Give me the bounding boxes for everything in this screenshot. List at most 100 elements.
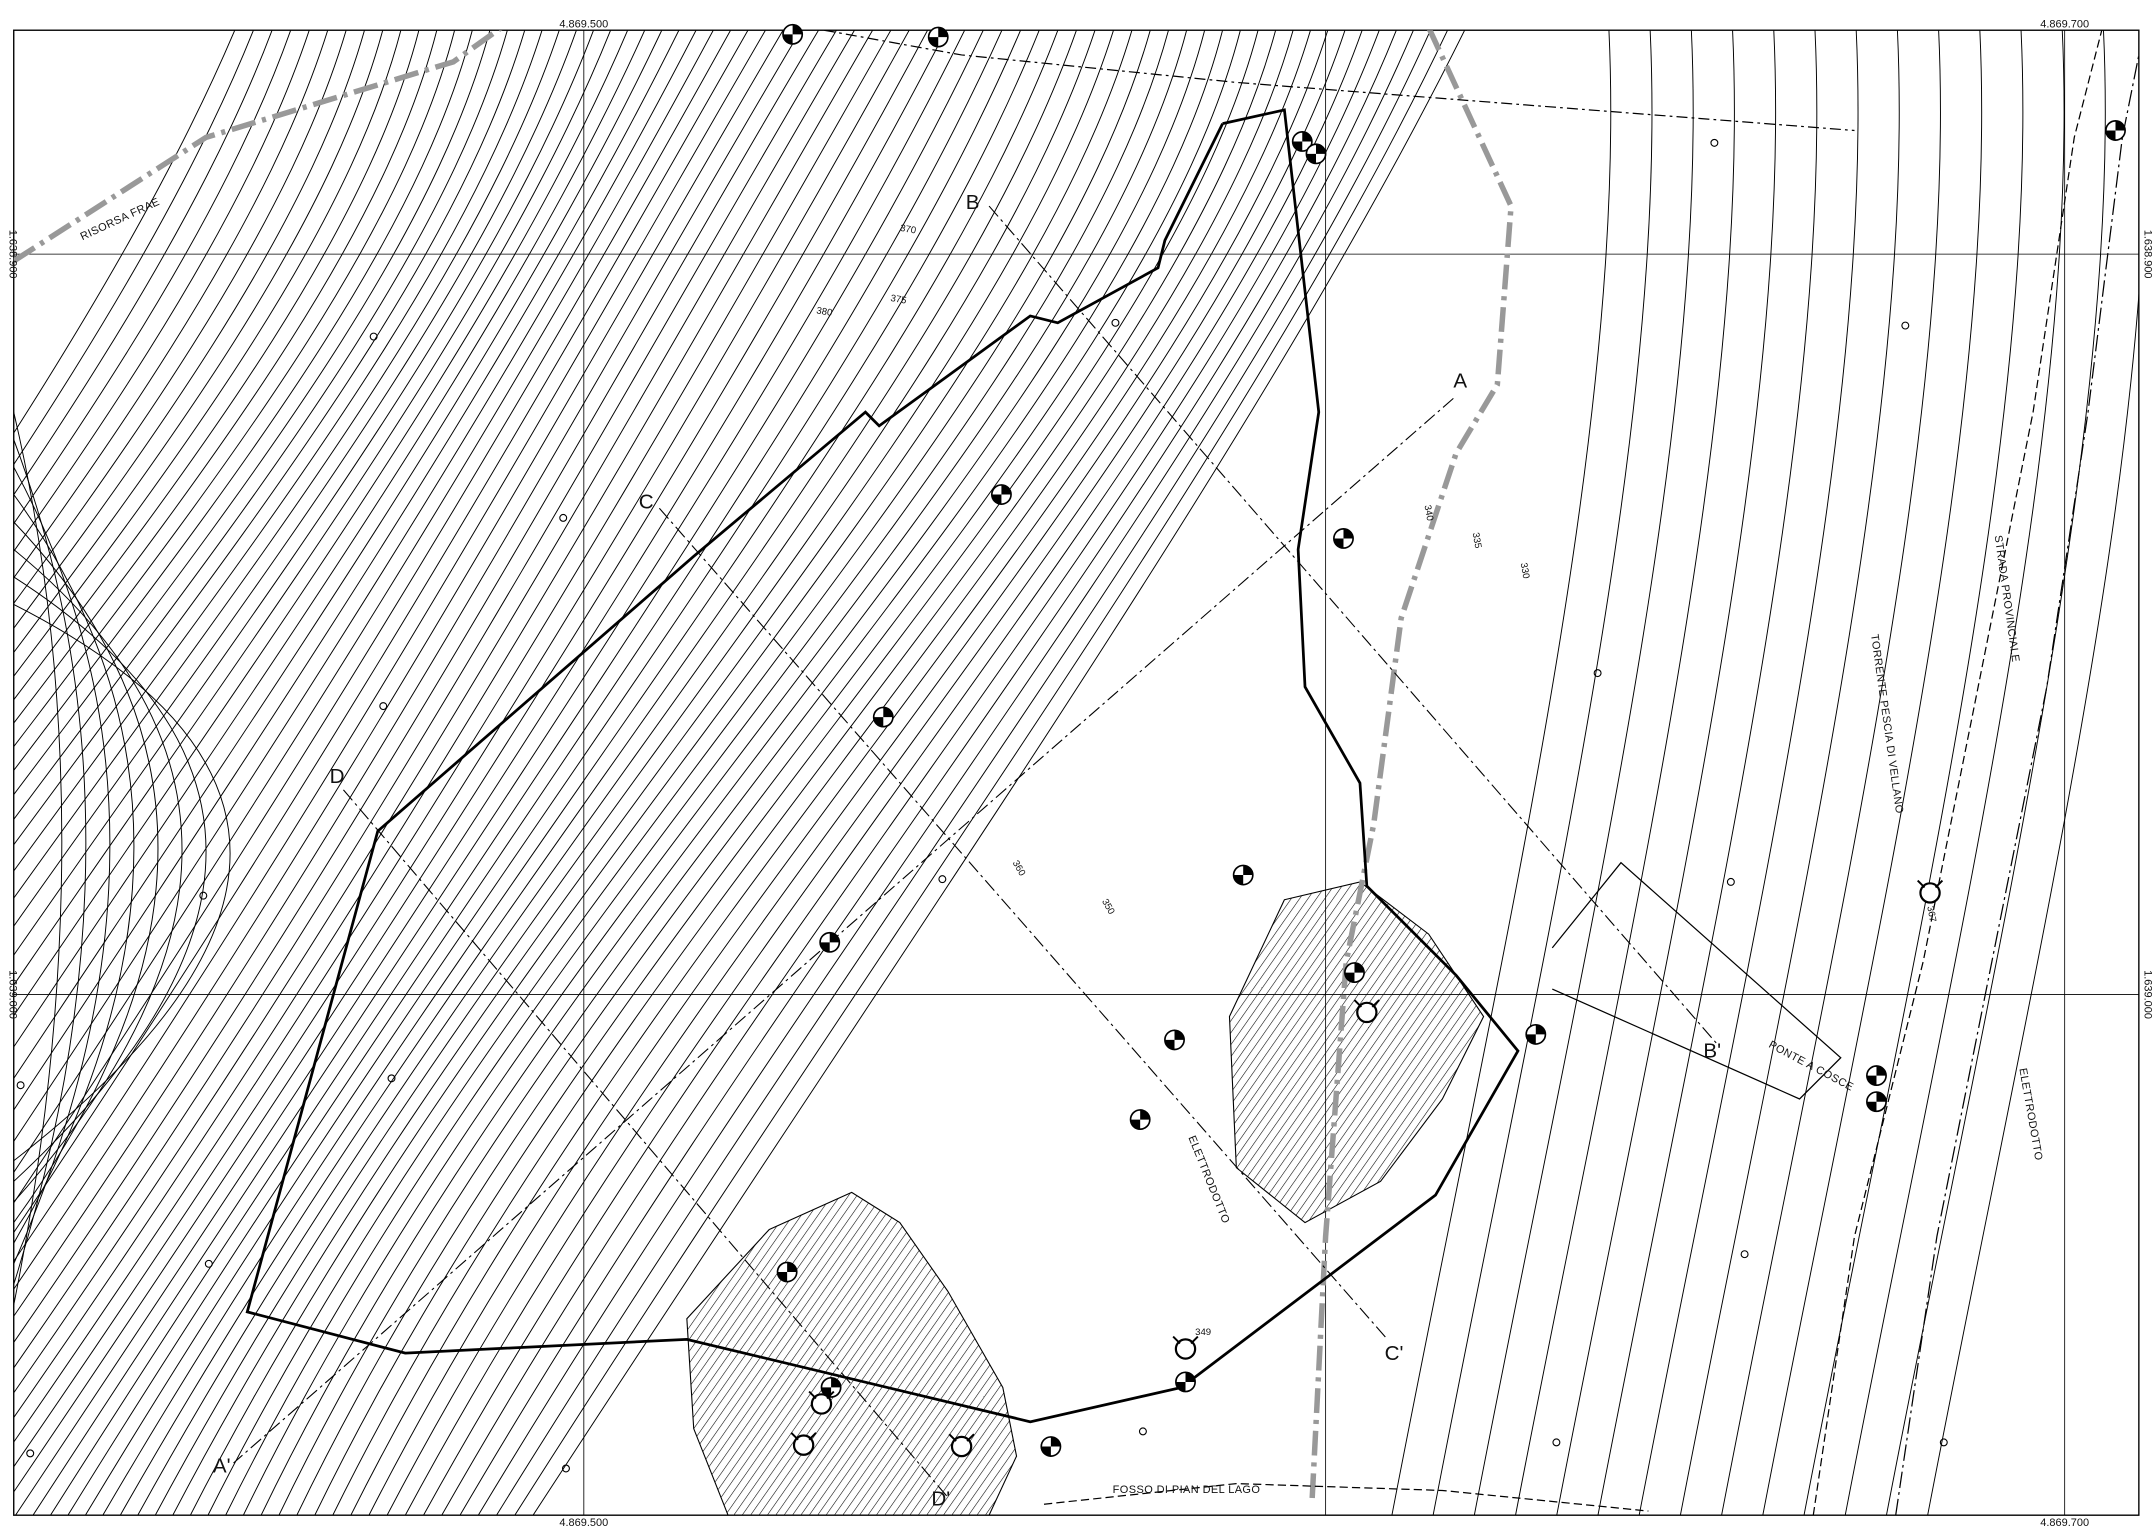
contour — [13, 30, 612, 986]
contour — [423, 30, 1363, 1516]
marker — [199, 891, 208, 900]
contour — [1391, 30, 1612, 1516]
contour — [260, 30, 1206, 1516]
elevation: 330 — [1518, 562, 1532, 580]
northing-label: 1.638.900 — [2141, 230, 2153, 279]
contour — [13, 30, 856, 1394]
contour — [13, 30, 749, 1234]
contour — [13, 30, 837, 1369]
benchmark — [1866, 1065, 1887, 1087]
marker — [1901, 321, 1910, 330]
elevation: 335 — [1470, 532, 1484, 550]
contour — [13, 30, 236, 434]
contour — [13, 30, 543, 872]
easting-label: 4.869.700 — [2040, 18, 2089, 30]
benchmark — [2105, 120, 2126, 141]
contour — [207, 30, 1151, 1516]
contour — [154, 30, 1096, 1516]
marker — [1726, 877, 1735, 886]
contour — [84, 30, 1022, 1516]
contour — [13, 30, 595, 957]
benchmark — [872, 706, 894, 728]
contour — [532, 30, 1466, 1516]
northing-label: 1.639.000 — [2141, 970, 2153, 1019]
easting-label: 4.869.500 — [559, 18, 608, 30]
ditch-label: FOSSO DI PIAN DEL LAGO — [1113, 1484, 1261, 1496]
marker — [1552, 1438, 1561, 1447]
contour — [13, 30, 438, 724]
elevation: 375 — [890, 293, 908, 307]
boundary-line — [13, 30, 503, 264]
contour — [1597, 30, 1818, 1516]
benchmark — [1525, 1023, 1547, 1045]
overlays — [13, 30, 2139, 1516]
section-label: D' — [931, 1488, 950, 1511]
contour — [13, 30, 508, 821]
contour — [496, 30, 1431, 1516]
contour — [13, 30, 892, 1443]
marker — [1710, 138, 1719, 147]
benchmark — [1344, 962, 1365, 984]
section-label: B — [966, 191, 980, 214]
contour — [278, 30, 1224, 1516]
benchmark — [1232, 864, 1254, 886]
benchmark — [782, 23, 804, 45]
contour — [13, 521, 159, 1223]
contour — [404, 30, 1346, 1516]
contour — [13, 30, 292, 525]
contour — [49, 30, 984, 1516]
marker — [1740, 1250, 1749, 1259]
elevation: 380 — [815, 305, 833, 319]
contour — [13, 30, 680, 1111]
contour — [13, 412, 63, 1306]
contour — [514, 30, 1449, 1516]
contour — [13, 30, 254, 466]
contour — [13, 30, 874, 1419]
contour — [13, 30, 910, 1468]
benchmark — [776, 1261, 798, 1283]
contour — [1515, 30, 1735, 1516]
easting-label: 4.869.700 — [2040, 1517, 2089, 1526]
contour — [1638, 30, 1859, 1516]
contour — [13, 30, 732, 1204]
contour — [13, 439, 87, 1285]
benchmark — [990, 484, 1012, 505]
benchmark — [1333, 528, 1354, 549]
marker — [1111, 318, 1120, 327]
contour — [1432, 30, 1653, 1516]
easting-label: 4.869.500 — [559, 1517, 608, 1526]
contour — [386, 30, 1329, 1516]
benchmark — [1175, 1371, 1196, 1393]
benchmark — [1866, 1091, 1887, 1113]
contour — [1927, 288, 2139, 1516]
marker — [938, 875, 947, 884]
contour — [13, 466, 111, 1264]
marker — [16, 1081, 25, 1090]
contour — [13, 30, 273, 496]
benchmark — [927, 26, 949, 48]
survey-points — [16, 23, 2126, 1473]
northing-label: 1.639.000 — [7, 970, 19, 1019]
contour — [1556, 30, 1777, 1516]
marker — [1138, 1427, 1147, 1436]
contour — [1885, 30, 2106, 1516]
contour — [13, 576, 207, 1182]
contour — [13, 30, 329, 579]
benchmark — [1040, 1436, 1062, 1457]
contour — [1721, 30, 1941, 1516]
contour — [13, 30, 384, 654]
contour — [189, 30, 1133, 1516]
section-lines — [233, 205, 1718, 1498]
contour — [13, 30, 697, 1143]
contour — [14, 30, 947, 1516]
contour — [172, 30, 1114, 1516]
contour — [13, 30, 802, 1318]
elevation: 370 — [899, 223, 917, 237]
contour — [13, 603, 231, 1162]
contour — [13, 30, 784, 1291]
landslide-area — [686, 1191, 1018, 1516]
section-label: A — [1453, 369, 1467, 392]
marker — [1939, 1438, 1948, 1447]
